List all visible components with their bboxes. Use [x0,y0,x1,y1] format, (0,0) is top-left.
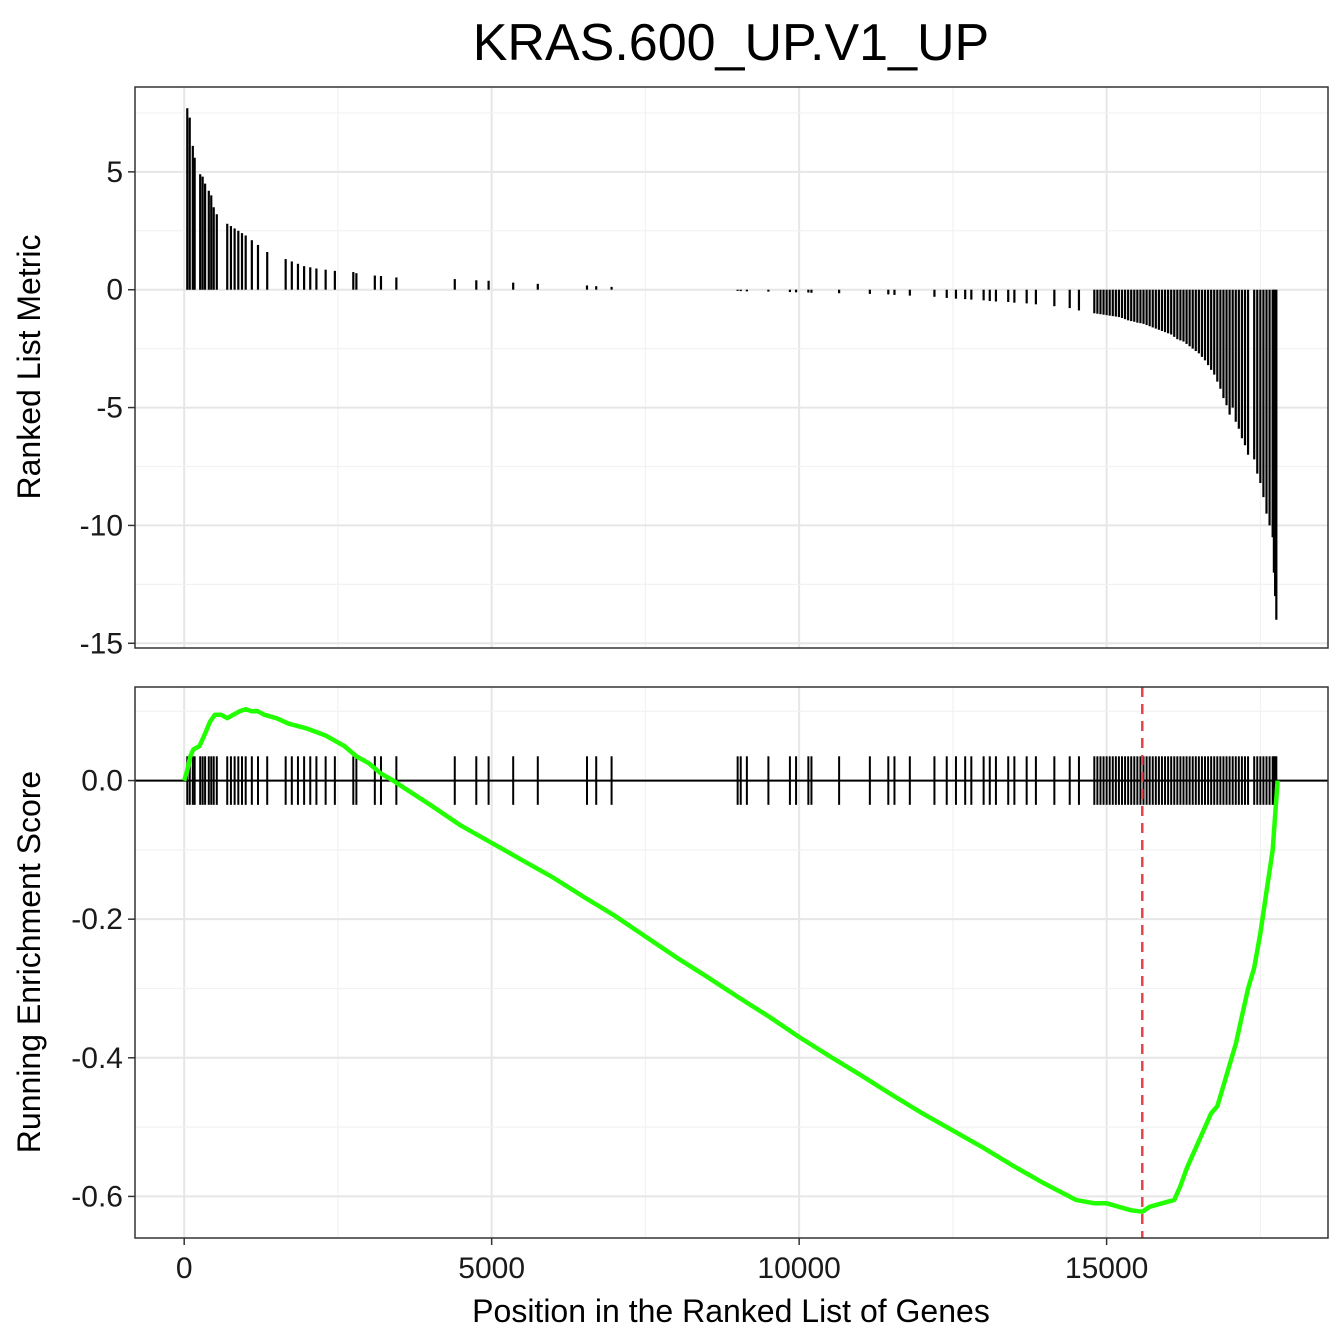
y-tick-label: -5 [96,392,123,425]
ranked-metric-y-axis-title: Ranked List Metric [11,235,47,500]
running-es-line [182,706,1280,1214]
y-tick-label: -0.4 [71,1042,123,1075]
running-es-panel-border [134,686,1329,1239]
ranked-metric-panel: 5 0 -5 -10 -15 [80,86,1329,660]
y-tick-label: -10 [80,509,123,542]
running-es-y-axis-title: Running Enrichment Score [11,771,47,1153]
x-tick-label: 10000 [757,1252,840,1285]
x-tick-label: 5000 [458,1252,525,1285]
y-tick-label: 0 [106,274,123,307]
y-tick-label: -0.2 [71,903,123,936]
y-tick-label: -0.6 [71,1180,123,1213]
y-tick-label: 0.0 [81,765,123,798]
x-axis-title: Position in the Ranked List of Genes [472,1293,990,1329]
chart-title: KRAS.600_UP.V1_UP [473,14,989,72]
x-tick-label: 0 [176,1252,193,1285]
running-es-panel: 0.0 -0.2 -0.4 -0.6 0 5000 10000 15000 [71,686,1329,1285]
y-tick-label: 5 [106,156,123,189]
y-tick-label: -15 [80,627,123,660]
x-tick-label: 15000 [1065,1252,1148,1285]
ranked-metric-panel-border [134,86,1329,649]
